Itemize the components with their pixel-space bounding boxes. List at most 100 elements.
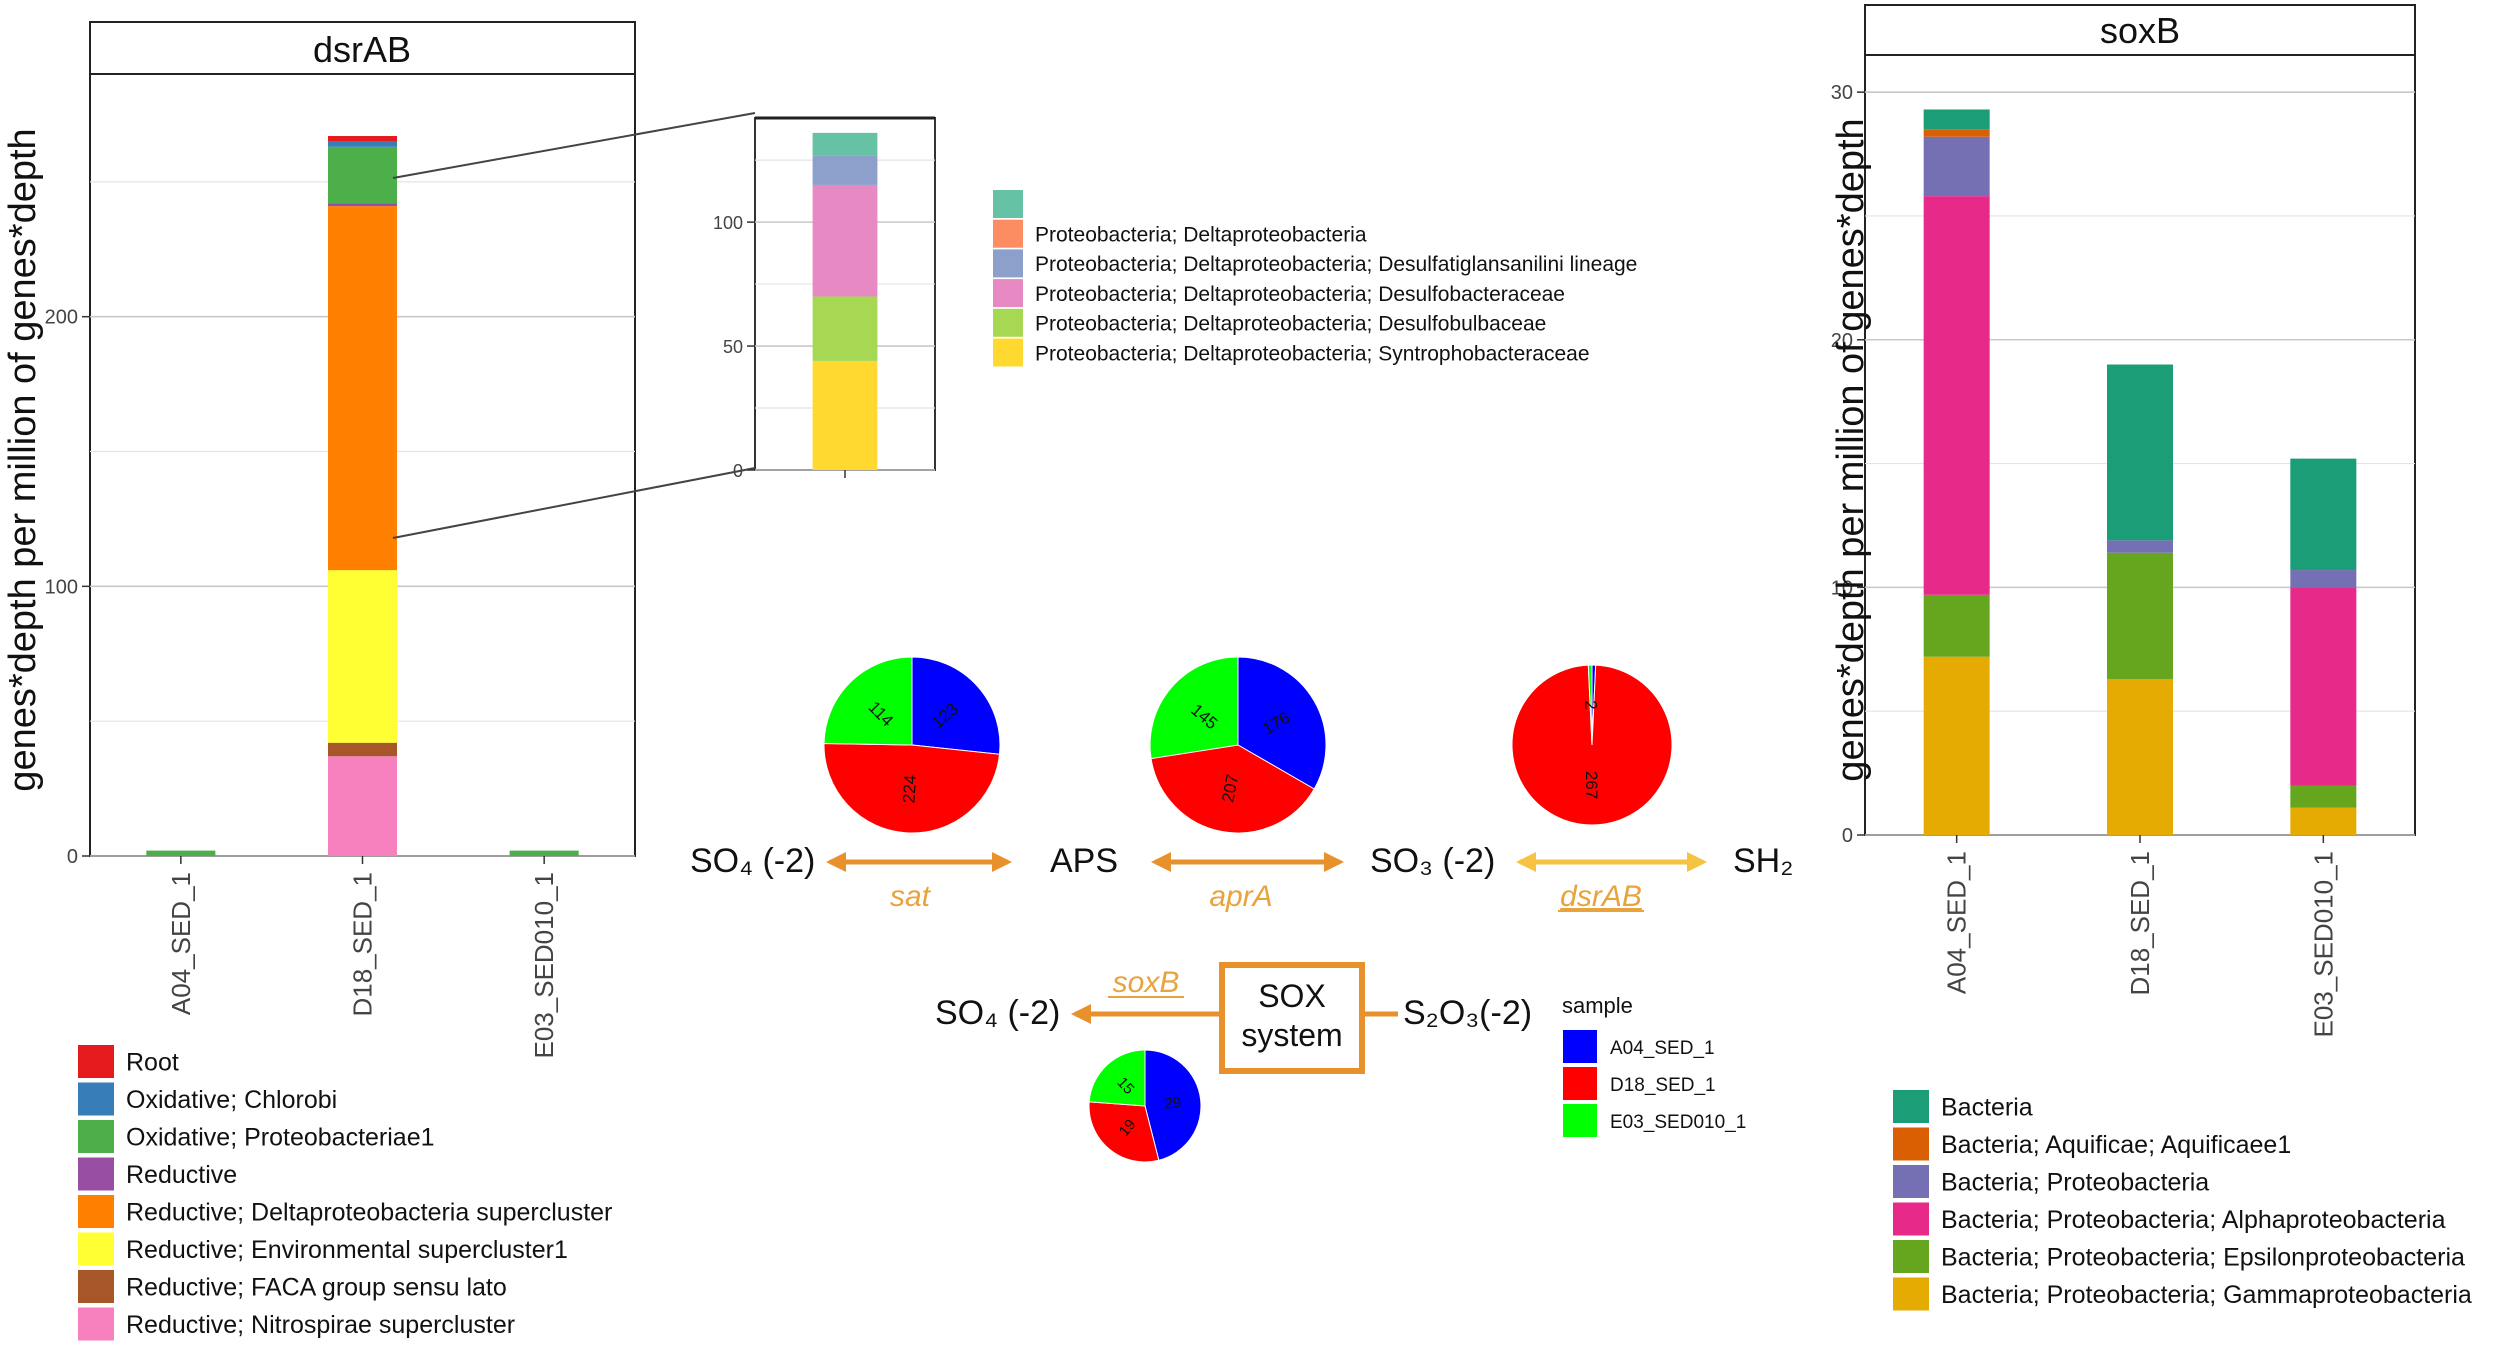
sox-system-box — [1219, 962, 1365, 1074]
pie-slice-label: 2 — [1581, 700, 1600, 710]
bar-segment — [327, 756, 398, 856]
pie-slice-label: 224 — [899, 774, 920, 803]
y-tick-label: 50 — [723, 337, 743, 357]
legend-swatch — [1893, 1090, 1929, 1123]
soxb-plot-area: 0 10 20 30 A04_SED_1 D18_SED_1 E03_SED010_1 — [1831, 54, 2416, 1037]
sample-legend-swatch — [1563, 1067, 1597, 1100]
legend-swatch — [1893, 1202, 1929, 1236]
legend-label: Oxidative; Proteobacteriae1 — [126, 1124, 435, 1152]
x-tick-label: A04_SED_1 — [1942, 851, 1972, 994]
pathway-so4-sox: SO₄ (-2) — [935, 994, 1060, 1032]
legend-swatch — [1893, 1277, 1929, 1311]
gene-label-dsrab: dsrAB — [1560, 880, 1642, 913]
pie-slice — [823, 656, 913, 746]
sample-legend-swatch — [1563, 1104, 1597, 1137]
bar-segment — [1923, 656, 1990, 835]
legend-label: Oxidative; Chlorobi — [126, 1086, 337, 1114]
legend-swatch — [993, 338, 1023, 367]
legend-label: Reductive — [126, 1161, 237, 1189]
bar-segment — [327, 570, 398, 743]
x-tick-label: A04_SED_1 — [166, 872, 196, 1015]
y-tick-label: 0 — [733, 461, 743, 481]
pathway-so3: SO₃ (-2) — [1370, 842, 1495, 880]
legend-swatch — [993, 190, 1023, 218]
legend-label: Reductive; FACA group sensu lato — [126, 1274, 507, 1302]
gene-label-sat: sat — [890, 880, 932, 913]
legend-label: Proteobacteria; Deltaproteobacteria; Des… — [1035, 283, 1565, 306]
bar-segment — [327, 206, 398, 571]
legend-swatch — [78, 1270, 114, 1303]
inset-plot-area: 0 50 100 — [713, 116, 936, 481]
bar-segment — [1923, 196, 1990, 595]
pie-slice-label: 29 — [1164, 1094, 1183, 1113]
bar-segment — [1923, 129, 1990, 137]
bar-segment — [327, 742, 398, 757]
legend-swatch — [78, 1082, 114, 1116]
x-tick-label: E03_SED010_1 — [529, 872, 559, 1058]
legend-swatch — [1893, 1127, 1929, 1161]
legend-swatch — [993, 249, 1023, 278]
pie-slice — [911, 656, 1001, 755]
legend-label: Bacteria; Proteobacteria; Alphaproteobac… — [1941, 1206, 2446, 1234]
x-tick-label: D18_SED_1 — [2125, 851, 2155, 996]
sample-legend-title: sample — [1562, 993, 1633, 1018]
bar-segment — [2290, 570, 2357, 588]
y-tick-label: 10 — [1831, 577, 1853, 599]
legend-swatch — [1893, 1240, 1929, 1273]
sample-legend-label: E03_SED010_1 — [1610, 1112, 1746, 1133]
legend-label: Reductive; Nitrospirae supercluster — [126, 1311, 515, 1339]
legend-swatch — [78, 1157, 114, 1191]
dsrab-legend: Root Oxidative; Chlorobi Oxidative; Proteo… — [78, 1045, 612, 1341]
bar-segment — [812, 184, 878, 297]
dsrab-chart: dsrAB 0 100 200 A04_SED_1 D18_SED_1 E03_SED01… — [2, 21, 636, 1341]
soxb-title: soxB — [2100, 10, 2180, 51]
y-tick-label: 30 — [1831, 82, 1853, 104]
dsrab-inset-chart: 0 50 100 Proteobacteria; Deltaproteobacter… — [713, 116, 1637, 481]
legend-label: Bacteria — [1941, 1094, 2033, 1122]
dsrab-title: dsrAB — [313, 29, 411, 70]
y-tick-label: 100 — [45, 576, 78, 598]
dsrab-y-axis-label: genes*depth per million of genes*depth — [2, 128, 44, 791]
bar-segment — [2290, 807, 2357, 835]
bar-segment — [2290, 785, 2357, 808]
sample-legend-swatch — [1563, 1030, 1597, 1063]
sample-legend-label: A04_SED_1 — [1610, 1038, 1715, 1059]
bar-segment — [2290, 587, 2357, 786]
bar-segment — [146, 850, 216, 856]
soxb-legend: Bacteria Bacteria; Aquificae; Aquificaee1… — [1893, 1090, 2472, 1311]
zoom-connector-bottom — [392, 467, 756, 539]
bar-segment — [812, 360, 878, 470]
y-tick-label: 200 — [45, 307, 78, 329]
bar-segment — [812, 296, 878, 361]
pie-slice — [1587, 664, 1593, 746]
bar-segment — [2107, 679, 2173, 835]
pie-slice — [1144, 1049, 1202, 1161]
legend-label: Proteobacteria; Deltaproteobacteria; Des… — [1035, 313, 1546, 336]
soxb-strip — [1864, 4, 2416, 56]
x-tick-label: E03_SED010_1 — [2308, 851, 2338, 1037]
bar-segment — [1923, 594, 1990, 657]
pie-slice-label: 19 — [1116, 1116, 1140, 1140]
legend-swatch — [993, 308, 1023, 337]
legend-swatch — [993, 219, 1023, 248]
sample-legend: sample A04_SED_1 D18_SED_1 E03_SED010_1 — [1562, 993, 1746, 1137]
bar-segment — [327, 203, 398, 207]
dsrab-strip — [89, 21, 636, 75]
bar-segment — [1923, 109, 1990, 130]
pie-slice-label: 207 — [1218, 773, 1242, 804]
legend-swatch — [78, 1307, 114, 1341]
legend-label: Reductive; Environmental supercluster1 — [126, 1236, 568, 1264]
legend-label: Reductive; Deltaproteobacteria superclus… — [126, 1199, 612, 1227]
pie-slice — [1149, 656, 1239, 760]
gene-label-apra: aprA — [1209, 880, 1272, 913]
inset-legend: Proteobacteria; Deltaproteobacteria Prote… — [993, 190, 1637, 367]
soxb-chart: soxB 0 10 20 30 A04_SED_1 D18_SED_1 E03_SED010… — [1830, 4, 2472, 1311]
pathway-sh2: SH₂ — [1733, 842, 1793, 880]
sample-legend-label: D18_SED_1 — [1610, 1075, 1716, 1096]
legend-swatch — [993, 279, 1023, 308]
legend-swatch — [1893, 1165, 1929, 1198]
bar-segment — [1923, 136, 1990, 197]
bar-segment — [327, 141, 398, 147]
legend-swatch — [78, 1232, 114, 1266]
